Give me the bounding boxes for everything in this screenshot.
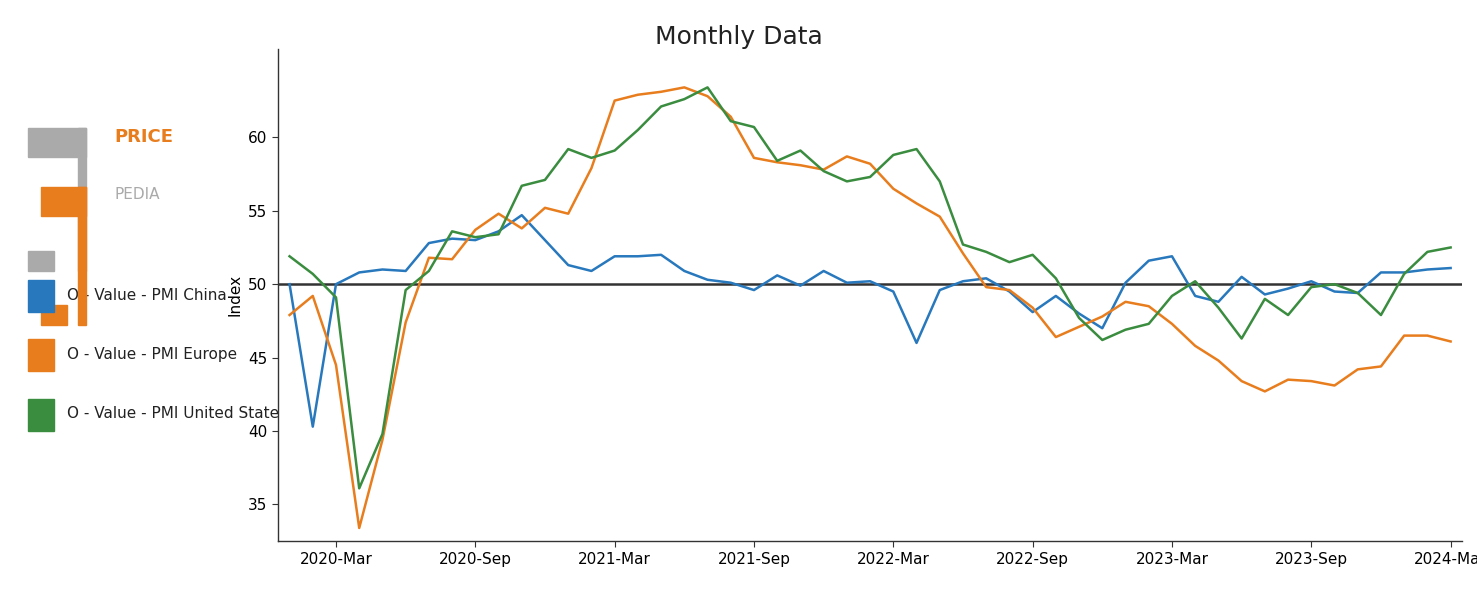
Bar xyxy=(78,187,86,325)
Bar xyxy=(78,128,86,271)
Text: PRICE: PRICE xyxy=(115,128,174,146)
Bar xyxy=(28,399,55,430)
Bar xyxy=(28,280,55,312)
Bar xyxy=(28,339,55,371)
Text: PEDIA: PEDIA xyxy=(115,187,161,202)
Text: O - Value - PMI Europe: O - Value - PMI Europe xyxy=(68,347,238,362)
Bar xyxy=(28,251,55,271)
Text: O - Value - PMI United States: O - Value - PMI United States xyxy=(68,406,288,421)
Bar xyxy=(28,128,86,157)
Y-axis label: Index: Index xyxy=(227,274,242,316)
Bar xyxy=(41,305,68,325)
Text: O - Value - PMI China: O - Value - PMI China xyxy=(68,288,227,303)
Text: Monthly Data: Monthly Data xyxy=(654,25,823,49)
Bar xyxy=(41,187,86,216)
